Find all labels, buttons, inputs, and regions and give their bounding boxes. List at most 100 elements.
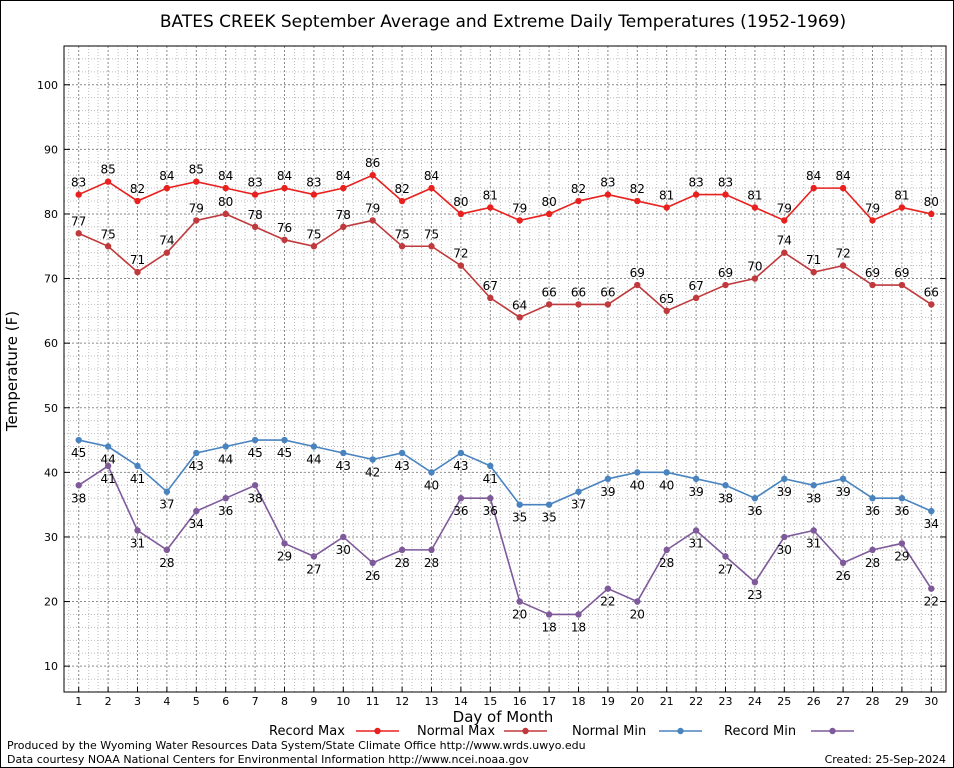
record-min-point [869,546,876,554]
normal-min-data-label: 41 [130,472,145,486]
normal-min-point [193,449,200,457]
x-tick-label: 28 [866,695,880,708]
y-tick-label: 100 [37,79,58,92]
record-max-data-label: 81 [894,189,909,203]
x-tick-label: 7 [252,695,259,708]
record-min-data-label: 20 [512,608,527,622]
y-axis-label: Temperature (F) [3,311,21,432]
legend-item-record-min: Record Min [724,724,854,739]
normal-max-point [134,268,141,276]
normal-min-point [104,443,112,450]
x-tick-label: 24 [748,695,762,708]
record-min-point [487,495,494,502]
normal-min-data-label: 41 [483,472,498,486]
normal-max-point [222,210,229,218]
normal-min-data-label: 39 [835,485,850,499]
y-axis-ticks: 10 20 30 40 50 60 70 80 90 100 [37,79,946,673]
x-axis-label: Day of Month [453,708,554,726]
normal-max-data-label: 64 [512,298,527,312]
record-min-point [781,533,788,541]
legend-marker-swatch [677,727,684,735]
legend-marker-swatch [374,727,381,735]
normal-min-point [163,488,171,495]
record-max-data-label: 82 [394,182,409,196]
normal-min-point [928,507,935,515]
normal-max-point [516,314,523,321]
normal-min-point [781,475,788,483]
x-tick-label: 18 [572,695,586,708]
legend-label: Record Max [269,724,345,739]
record-max-point [398,197,406,205]
legend-label: Normal Max [417,724,495,739]
record-min-point [310,553,318,560]
normal-max-point [281,236,288,243]
record-min-data-label: 34 [189,517,204,531]
normal-max-point [251,223,259,231]
normal-min-data-label: 38 [806,491,821,505]
record-min-point [634,598,641,605]
normal-min-point [75,436,82,444]
x-tick-label: 4 [163,695,170,708]
normal-max-point [457,262,465,269]
record-min-point [663,546,670,554]
normal-max-point [428,243,435,250]
record-max-data-label: 84 [336,169,351,183]
x-tick-label: 20 [630,695,644,708]
normal-max-point [722,281,729,289]
normal-min-data-label: 44 [100,453,115,467]
record-max-point [251,191,259,198]
record-min-point [251,482,259,489]
normal-min-point [634,469,641,476]
record-min-data-label: 18 [541,620,556,634]
record-min-point [898,540,906,547]
record-max-point [810,184,817,192]
record-min-data-label: 22 [600,595,615,609]
normal-min-data-label: 36 [894,504,909,518]
normal-min-point [398,449,406,457]
record-min-data-label: 27 [306,562,321,576]
normal-max-data-label: 69 [718,266,733,280]
x-tick-label: 25 [777,695,791,708]
legend-marker-swatch [829,727,836,735]
record-min-series: 38 41 31 28 34 36 38 29 27 30 26 28 28 36 36 20 18 18 22 20… [71,462,939,634]
x-tick-label: 17 [542,695,556,708]
record-min-point [839,559,847,566]
record-max-point [222,184,229,192]
record-max-data-label: 79 [777,201,792,215]
record-min-point [810,527,817,534]
record-max-data-label: 82 [630,182,645,196]
normal-min-data-label: 42 [365,465,380,479]
normal-min-data-label: 36 [865,504,880,518]
normal-max-data-label: 72 [453,247,468,261]
record-min-data-label: 31 [688,537,703,551]
normal-max-point [692,294,700,302]
record-min-data-label: 36 [453,504,468,518]
record-min-point [545,611,553,618]
normal-max-point [310,243,318,250]
record-max-point [663,204,670,211]
record-min-data-label: 31 [806,537,821,551]
normal-min-data-label: 44 [218,453,233,467]
normal-max-data-label: 79 [189,201,204,215]
normal-max-point [663,307,670,315]
normal-min-data-label: 45 [277,446,292,460]
normal-max-point [575,301,582,308]
normal-min-data-label: 35 [512,511,527,525]
normal-min-point [898,495,906,502]
normal-max-point [75,230,82,237]
normal-max-point [810,268,817,276]
normal-max-data-label: 75 [100,227,115,241]
record-min-point [604,585,612,592]
normal-max-data-label: 78 [336,208,351,222]
normal-min-data-label: 40 [424,478,439,492]
record-min-line [78,464,932,616]
x-tick-label: 3 [134,695,141,708]
record-max-data-label: 83 [71,176,86,190]
x-tick-label: 2 [105,695,112,708]
record-min-data-label: 28 [159,556,174,570]
record-max-point [575,197,582,205]
normal-min-line [78,439,932,512]
record-max-point [604,191,612,198]
record-min-point [193,507,200,515]
